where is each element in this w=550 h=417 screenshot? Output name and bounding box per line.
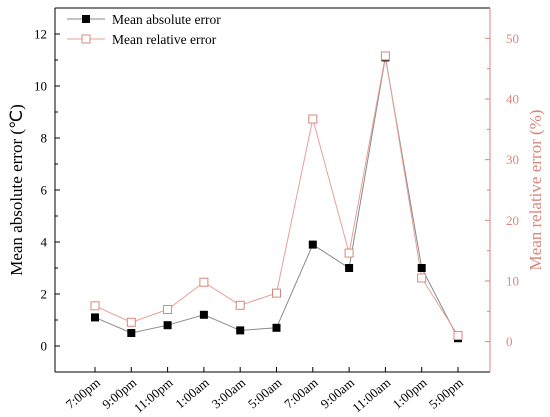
point-mean-relative-error <box>380 51 390 61</box>
x-tick-label: 7:00am <box>281 375 321 412</box>
point-mean-relative-error <box>235 300 245 310</box>
left-y-tick-label: 4 <box>41 235 48 250</box>
legend-marker-mean-relative-error <box>81 34 91 44</box>
point-mean-relative-error <box>163 305 173 315</box>
right-y-tick-label: 20 <box>506 213 519 228</box>
point-mean-absolute-error <box>127 329 136 337</box>
right-y-tick-label: 50 <box>506 31 519 46</box>
left-y-tick-label: 0 <box>41 339 48 354</box>
point-mean-absolute-error <box>308 240 317 249</box>
left-y-axis: 0 2 4 6 8 10 12 <box>34 27 60 354</box>
x-tick-label: 1:00am <box>172 375 212 412</box>
left-y-tick-label: 6 <box>41 183 48 198</box>
point-mean-absolute-error <box>199 310 208 319</box>
x-tick-label: 5:00pm <box>426 375 466 412</box>
point-mean-relative-error <box>199 277 209 287</box>
x-tick-label: 1:00pm <box>390 375 430 412</box>
point-mean-absolute-error <box>163 321 172 330</box>
left-y-tick-label: 2 <box>41 287 48 302</box>
right-y-tick-label: 0 <box>506 334 513 349</box>
point-mean-absolute-error <box>91 313 99 322</box>
point-mean-absolute-error <box>345 264 354 272</box>
point-mean-relative-error <box>272 288 281 298</box>
point-mean-relative-error <box>417 273 427 283</box>
point-mean-relative-error <box>453 331 463 341</box>
right-y-tick-label: 30 <box>506 152 519 167</box>
legend-label-mean-absolute-error: Mean absolute error <box>112 12 221 27</box>
right-y-axis: 0 10 20 30 40 50 <box>485 31 519 349</box>
point-mean-relative-error <box>126 317 136 327</box>
legend: Mean absolute error Mean relative error <box>67 12 221 47</box>
left-y-axis-title: Mean absolute error (℃) <box>7 104 26 276</box>
point-mean-absolute-error <box>236 326 245 335</box>
left-y-tick-label: 10 <box>34 79 47 94</box>
point-mean-absolute-error <box>417 264 426 272</box>
x-tick-label: 11:00pm <box>131 375 176 416</box>
point-mean-absolute-error <box>272 323 281 332</box>
left-y-tick-label: 8 <box>41 131 48 146</box>
x-tick-label: 7:00pm <box>63 375 103 412</box>
x-tick-label: 11:00am <box>349 375 393 415</box>
legend-label-mean-relative-error: Mean relative error <box>112 32 217 47</box>
x-tick-label: 5:00am <box>245 375 285 412</box>
x-axis: 7:00pm9:00pm11:00pm1:00am3:00am5:00am7:0… <box>63 367 466 416</box>
left-y-tick-label: 12 <box>34 27 47 42</box>
x-tick-label: 3:00am <box>209 375 249 412</box>
point-mean-relative-error <box>308 114 318 124</box>
right-y-tick-label: 40 <box>506 92 519 107</box>
point-mean-relative-error <box>344 248 354 258</box>
point-mean-relative-error <box>90 301 100 311</box>
legend-marker-mean-absolute-error <box>82 15 90 23</box>
right-y-axis-title: Mean relative error (%) <box>526 110 545 271</box>
right-y-tick-label: 10 <box>506 274 519 289</box>
series-markers <box>90 51 463 343</box>
